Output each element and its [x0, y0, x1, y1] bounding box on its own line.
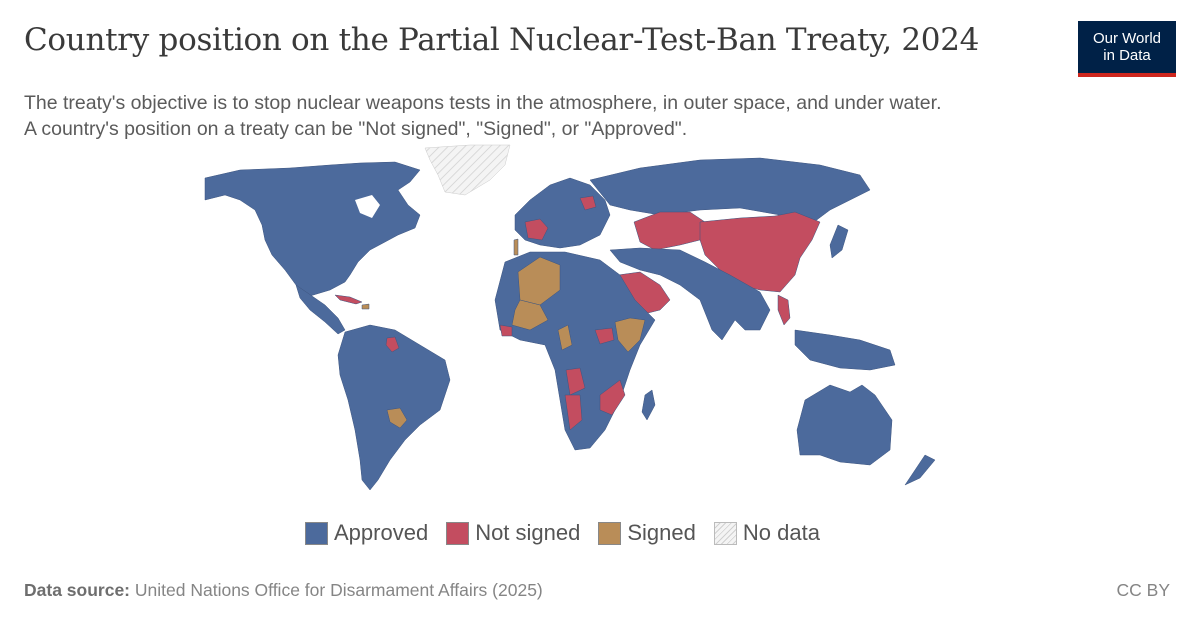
region-north-america [204, 161, 421, 297]
region-portugal [513, 238, 519, 256]
owid-logo[interactable]: Our World in Data [1078, 21, 1176, 77]
region-guyana [385, 336, 400, 353]
region-paraguay [386, 407, 408, 429]
region-mozambique [599, 379, 626, 416]
chart-subtitle: The treaty's objective is to stop nuclea… [24, 90, 1164, 142]
legend-swatch-not-signed [446, 521, 470, 545]
region-central-asia [633, 211, 706, 251]
region-south-asia [609, 247, 771, 341]
legend-label: No data [742, 520, 820, 545]
region-russia [589, 157, 871, 226]
legend-swatch-approved [305, 521, 328, 545]
region-japan [829, 224, 849, 259]
legend-item-signed[interactable]: Signed [598, 520, 696, 546]
chart-title: Country position on the Partial Nuclear-… [24, 22, 980, 58]
legend-item-no-data[interactable]: No data [713, 520, 820, 546]
legend-item-not-signed[interactable]: Not signed [446, 520, 580, 546]
world-map[interactable] [150, 140, 990, 510]
region-haiti [361, 303, 370, 310]
region-belarus [579, 195, 597, 211]
subtitle-line-1: The treaty's objective is to stop nuclea… [24, 92, 942, 114]
source-link[interactable]: United Nations Office for Disarmament Af… [134, 580, 543, 600]
legend-item-approved[interactable]: Approved [305, 520, 428, 546]
region-france [524, 218, 549, 241]
region-greenland [424, 144, 511, 196]
logo-line-1: Our World [1092, 30, 1162, 47]
subtitle-line-2: A country's position on a treaty can be … [24, 118, 688, 140]
region-southeast-asia [794, 329, 896, 371]
region-south-sudan [594, 327, 615, 345]
legend-swatch-no-data [713, 521, 737, 545]
region-vietnam [777, 294, 791, 326]
region-ethiopia-somalia [614, 317, 646, 353]
legend-label: Approved [334, 520, 429, 545]
region-madagascar [641, 389, 656, 421]
region-guinea [499, 324, 513, 337]
region-angola [565, 367, 586, 396]
region-new-zealand [904, 454, 936, 486]
license-link[interactable]: CC BY [1116, 580, 1170, 600]
region-central-america [295, 284, 346, 335]
data-source: Data source: United Nations Office for D… [24, 580, 543, 601]
legend-swatch-signed [598, 521, 622, 545]
logo-accent-bar [1078, 73, 1176, 77]
region-south-america [337, 324, 451, 491]
region-cameroon [557, 324, 573, 351]
source-label: Data source: [24, 580, 131, 600]
region-cuba [334, 294, 363, 305]
region-china [699, 211, 821, 293]
legend-label: Not signed [475, 520, 581, 545]
region-mali [511, 299, 549, 331]
region-australia [796, 384, 893, 466]
legend-label: Signed [627, 520, 696, 545]
map-legend: Approved Not signed Signed No data [305, 520, 820, 546]
region-namibia [564, 394, 583, 431]
logo-line-2: in Data [1103, 47, 1151, 64]
